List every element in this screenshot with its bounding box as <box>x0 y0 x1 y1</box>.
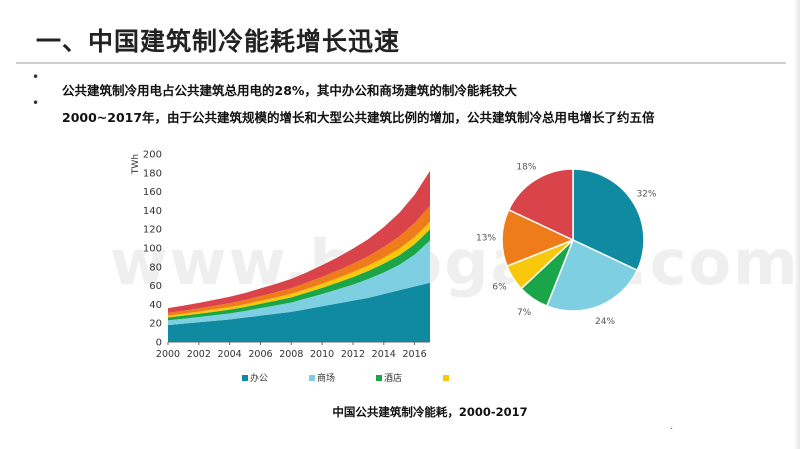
legend-swatch-办公 <box>242 375 248 381</box>
y-tick-label: 180 <box>143 168 162 179</box>
legend-swatch-商场 <box>309 375 315 381</box>
y-tick-label: 140 <box>143 206 162 217</box>
x-tick-label: 2016 <box>402 349 426 360</box>
x-tick-label: 2004 <box>218 349 242 360</box>
area-series-办公 <box>168 282 430 342</box>
legend-swatch-酒店 <box>376 375 382 381</box>
area-chart: 0 20 40 60 80 100 120 140 160 180 200 2000 2002 2004 2… <box>131 150 449 384</box>
x-tick-label: 2008 <box>279 349 303 360</box>
bullet-marker: • <box>32 96 40 110</box>
x-tick-label: 2014 <box>372 349 396 360</box>
pie-label-办公: 32% <box>636 189 656 199</box>
y-tick-label: 0 <box>156 338 162 349</box>
y-tick-label: 100 <box>143 244 162 255</box>
area-series-学校 <box>168 205 430 316</box>
pie-label-酒店: 7% <box>517 308 532 318</box>
page-marker: · <box>670 424 674 435</box>
y-axis-label: TWh <box>131 154 141 175</box>
legend-swatch-医院 <box>443 375 449 381</box>
x-tick-label: 2002 <box>187 349 211 360</box>
x-tick-label: 2000 <box>156 349 180 360</box>
area-series-其他 <box>168 170 430 313</box>
y-tick-label: 120 <box>143 225 162 236</box>
bullet-marker: • <box>32 70 40 84</box>
legend-label-办公: 办公 <box>250 372 268 384</box>
area-series-商场 <box>168 240 430 326</box>
y-tick-label: 160 <box>143 187 162 198</box>
pie-label-医院: 6% <box>492 283 507 293</box>
slide-edge-shadow <box>794 0 800 449</box>
pie-slice-学校 <box>501 208 575 268</box>
pie-label-商场: 24% <box>595 317 615 327</box>
pie-label-学校: 13% <box>476 233 496 243</box>
watermark: www.baogao8.com <box>110 226 800 299</box>
pie-label-其他: 18% <box>516 163 536 173</box>
pie-slice-其他 <box>507 168 574 242</box>
y-tick-label: 80 <box>149 262 162 273</box>
pie-slice-商场 <box>545 238 639 312</box>
legend-label-商场: 商场 <box>317 372 335 384</box>
y-tick-label: 60 <box>149 281 162 292</box>
bullet-text-1: 公共建筑制冷用电占公共建筑总用电的28%，其中办公和商场建筑的制冷能耗较大 <box>62 83 517 98</box>
y-tick-label: 20 <box>149 319 162 330</box>
y-tick-label: 40 <box>149 300 162 311</box>
title-divider <box>16 62 786 64</box>
area-series-酒店 <box>168 229 430 321</box>
x-tick-label: 2006 <box>248 349 272 360</box>
slide-title: 一、中国建筑制冷能耗增长迅速 <box>36 27 401 56</box>
x-tick-label: 2012 <box>341 349 365 360</box>
bullet-text-2: 2000~2017年，由于公共建筑规模的增长和大型公共建筑比例的增加，公共建筑制… <box>62 110 655 125</box>
legend-label-酒店: 酒店 <box>384 372 402 384</box>
pie-chart: 32% 24% 7% 6% 13% 18% <box>476 163 657 327</box>
chart-caption: 中国公共建筑制冷能耗，2000-2017 <box>332 405 528 419</box>
x-tick-label: 2010 <box>310 349 334 360</box>
y-tick-label: 200 <box>143 150 162 161</box>
pie-slice-办公 <box>572 168 645 272</box>
